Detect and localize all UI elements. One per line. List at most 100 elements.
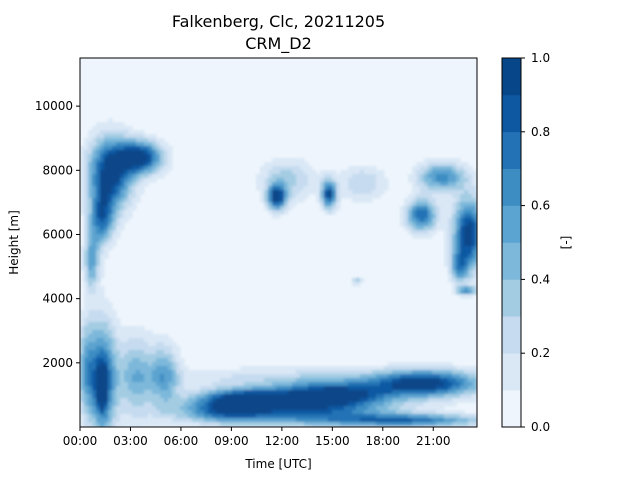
contour-cell	[336, 386, 341, 391]
contour-cell	[100, 162, 105, 167]
contour-cell	[124, 126, 129, 131]
contour-cell	[156, 358, 161, 363]
contour-cell	[120, 358, 125, 363]
contour-cell	[128, 386, 133, 391]
contour-cell	[452, 394, 457, 399]
contour-cell	[112, 322, 117, 327]
contour-cell	[352, 422, 357, 427]
contour-cell	[184, 414, 189, 419]
contour-cell	[88, 422, 93, 427]
contour-cell	[136, 362, 141, 367]
contour-cell	[440, 162, 445, 167]
contour-cell	[468, 382, 473, 387]
contour-cell	[440, 374, 445, 379]
contour-cell	[300, 418, 305, 423]
contour-cell	[448, 186, 453, 191]
contour-cell	[428, 186, 433, 191]
contour-cell	[188, 406, 193, 411]
contour-cell	[140, 402, 145, 407]
contour-cell	[140, 190, 145, 195]
contour-cell	[436, 402, 441, 407]
contour-cell	[84, 142, 89, 147]
contour-cell	[96, 142, 101, 147]
contour-cell	[172, 394, 177, 399]
contour-cell	[372, 382, 377, 387]
contour-cell	[132, 398, 137, 403]
contour-cell	[168, 338, 173, 343]
contour-cell	[432, 394, 437, 399]
contour-cell	[444, 374, 449, 379]
contour-cell	[248, 390, 253, 395]
contour-cell	[340, 170, 345, 175]
contour-cell	[416, 178, 421, 183]
contour-cell	[276, 202, 281, 207]
contour-cell	[160, 362, 165, 367]
contour-cell	[352, 170, 357, 175]
contour-cell	[408, 418, 413, 423]
contour-cell	[456, 194, 461, 199]
contour-cell	[140, 366, 145, 371]
contour-cell	[432, 366, 437, 371]
contour-cell	[108, 346, 113, 351]
contour-cell	[112, 410, 117, 415]
contour-cell	[176, 350, 181, 355]
contour-cell	[456, 170, 461, 175]
contour-cell	[360, 386, 365, 391]
contour-cell	[336, 390, 341, 395]
contour-cell	[100, 350, 105, 355]
contour-cell	[336, 378, 341, 383]
contour-cell	[152, 342, 157, 347]
contour-cell	[292, 186, 297, 191]
contour-cell	[392, 394, 397, 399]
contour-cell	[364, 398, 369, 403]
contour-cell	[84, 286, 89, 291]
contour-cell	[124, 354, 129, 359]
contour-cell	[424, 194, 429, 199]
contour-cell	[344, 386, 349, 391]
contour-cell	[168, 374, 173, 379]
contour-cell	[148, 334, 153, 339]
contour-cell	[460, 286, 465, 291]
contour-cell	[96, 186, 101, 191]
contour-cell	[296, 390, 301, 395]
contour-cell	[180, 422, 185, 427]
contour-cell	[116, 342, 121, 347]
contour-cell	[132, 142, 137, 147]
contour-cell	[148, 382, 153, 387]
contour-cell	[224, 414, 229, 419]
contour-cell	[404, 226, 409, 231]
contour-cell	[432, 178, 437, 183]
contour-cell	[116, 142, 121, 147]
contour-cell	[248, 422, 253, 427]
contour-cell	[260, 174, 265, 179]
contour-cell	[440, 414, 445, 419]
contour-cell	[132, 158, 137, 163]
contour-cell	[112, 314, 117, 319]
contour-cell	[472, 198, 477, 203]
contour-cell	[240, 422, 245, 427]
contour-cell	[460, 238, 465, 243]
contour-cell	[384, 398, 389, 403]
contour-cell	[116, 322, 121, 327]
contour-cell	[120, 342, 125, 347]
contour-cell	[116, 422, 121, 427]
contour-cell	[296, 402, 301, 407]
contour-cell	[148, 370, 153, 375]
contour-cell	[84, 262, 89, 267]
contour-cell	[388, 418, 393, 423]
contour-cell	[452, 410, 457, 415]
contour-cell	[100, 198, 105, 203]
contour-cell	[84, 406, 89, 411]
contour-cell	[412, 178, 417, 183]
contour-cell	[340, 366, 345, 371]
contour-cell	[436, 214, 441, 219]
contour-cell	[380, 390, 385, 395]
contour-cell	[256, 378, 261, 383]
contour-cell	[188, 370, 193, 375]
contour-cell	[84, 218, 89, 223]
contour-cell	[184, 410, 189, 415]
contour-cell	[108, 214, 113, 219]
contour-cell	[164, 406, 169, 411]
contour-cell	[92, 378, 97, 383]
contour-cell	[192, 382, 197, 387]
